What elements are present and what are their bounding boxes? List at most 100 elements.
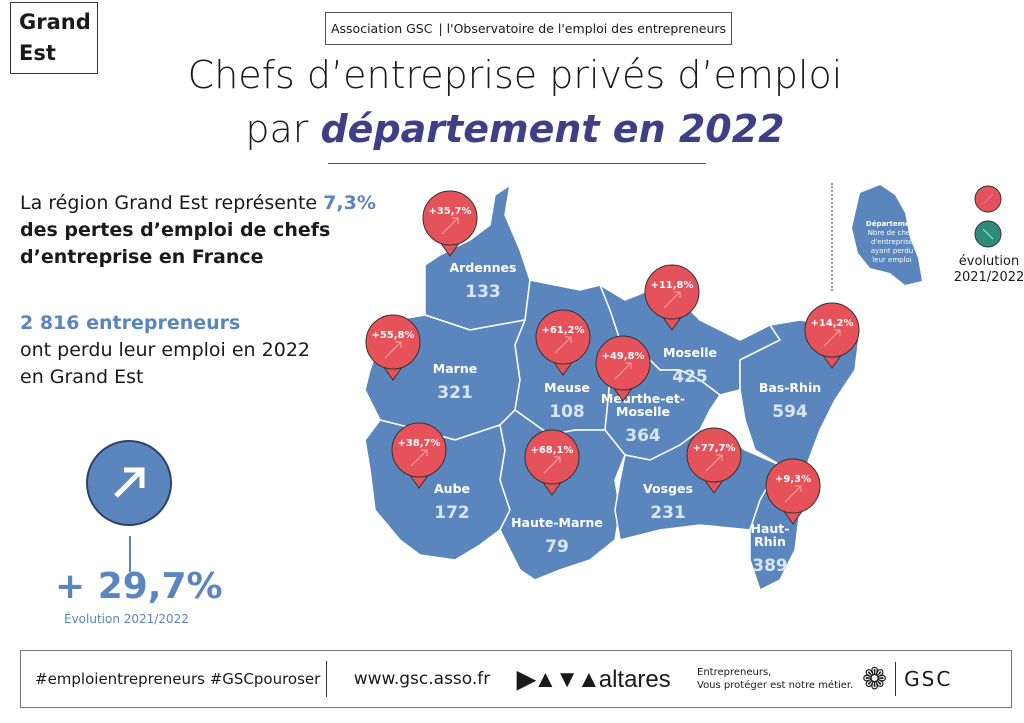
footer-url[interactable]: www.gsc.asso.fr [353,669,491,689]
arrow-up-right-icon [614,362,632,380]
total-line2: ont perdu leur emploi en 2022 [20,339,310,361]
arrow-up-right-icon [705,454,723,472]
department-value: 133 [465,282,501,302]
title-emphasis: département en 2022 [320,107,785,151]
department-value: 364 [625,426,661,446]
title-line2: par département en 2022 [120,102,910,156]
pin-circle [365,314,421,370]
pin-circle [391,422,447,478]
department-name: Rhin [754,534,786,549]
gsc-brand: GSC [904,667,953,691]
evolution-pin: +68,1% [524,429,580,496]
evolution-value: +9,3% [775,474,811,485]
evolution-pin: +35,7% [422,190,478,257]
evolution-pin: +55,8% [365,314,421,381]
evolution-value: +11,8% [650,280,693,291]
legend-up-pin-icon [974,185,1002,213]
arrow-up-right-icon [441,217,459,235]
evolution-pin: +49,8% [595,335,651,402]
legend-department-shape [852,185,922,285]
tagline-line1: Entrepreneurs, [697,667,772,678]
total-text: 2 816 entrepreneurs ont perdu leur emplo… [20,310,310,391]
pin-circle [644,264,700,320]
department-name: Marne [433,361,477,376]
department-name: Vosges [643,481,693,496]
evolution-pin: +9,3% [765,458,821,525]
region-badge: Grand Est [10,2,98,74]
pin-circle [422,190,478,246]
org-name: Association GSC [330,21,433,36]
legend-dept-title: Département [865,220,919,228]
page-title: Chefs d’entreprise privés d’emploi par d… [120,48,910,156]
department-name: Haut- [751,521,790,536]
total-highlight: 2 816 entrepreneurs [20,312,241,334]
total-line3: en Grand Est [20,366,144,388]
tagline: Entrepreneurs, Vous protéger est notre mé… [697,666,862,692]
department-value: 108 [549,402,585,422]
pin-circle [804,302,860,358]
evolution-value: +49,8% [601,351,644,362]
evolution-pin: +14,2% [804,302,860,369]
legend-evo-label: évolution [958,254,1020,269]
department-name: Ardennes [450,260,517,275]
evolution-value: +35,7% [428,206,471,217]
tagline-line2: Vous protéger est notre métier. [697,680,854,691]
department-value: 172 [434,503,470,523]
evolution-value: +55,8% [371,330,414,341]
header-box: Association GSC | l'Observatoire de l'em… [325,12,732,45]
legend-desc: d'entreprise [870,238,914,246]
department-name: Aube [434,481,470,496]
arrow-up-right-icon [823,329,841,347]
legend-evolution: évolution 2021/2022 [950,254,1024,286]
evolution-pin: +61,2% [535,309,591,376]
arrow-up-right-icon [663,291,681,309]
partner-logo: ▶▲▼▲altares [517,665,671,693]
partner-name: altares [598,665,671,693]
legend-dept-text: Département Nbre de chefs d'entreprise a… [862,220,922,265]
connector-line [129,536,131,572]
evolution-value: +68,1% [530,445,573,456]
intro-line2: des pertes d’emploi de chefs [20,219,331,241]
department-name: Bas-Rhin [759,380,821,395]
pin-circle [595,335,651,391]
title-prefix: par [245,107,321,151]
legend-down-pin-icon [974,220,1002,248]
evolution-value: +61,2% [541,325,584,336]
legend-desc: leur emploi [872,256,912,264]
footer-hashtags: #emploientrepreneurs #GSCpouroser [35,670,321,688]
pin-circle [765,458,821,514]
pin-circle [535,309,591,365]
evolution-pin: +77,7% [686,427,742,494]
title-line1: Chefs d’entreprise privés d’emploi [187,53,843,97]
arrow-up-right-icon [410,449,428,467]
evolution-label: Évolution 2021/2022 [64,612,189,626]
legend-pins [974,185,1002,248]
evolution-value: +38,7% [397,438,440,449]
department-value: 79 [545,537,569,557]
arrow-up-right-icon [543,456,561,474]
org-subtitle: | l'Observatoire de l'emploi des entrepr… [438,21,727,36]
department-name: Moselle [616,404,670,419]
legend-desc: ayant perdu [870,247,914,255]
department-value: 425 [672,367,708,387]
region-map: Ardennes 133 +35,7% Marne 321 +55,8% Meuse 108 +… [364,183,861,592]
department-name: Meuse [544,380,590,395]
arrow-up-right-icon [784,485,802,503]
department-value: 389 [752,556,788,576]
title-divider [328,163,706,164]
legend-desc: Nbre de chefs [867,229,917,237]
department-name: Haute-Marne [511,515,603,530]
legend-divider [831,183,833,291]
department-value: 321 [437,383,473,403]
department-name: Moselle [663,345,717,360]
intro-line3: d’entreprise en France [20,246,264,268]
footer: #emploientrepreneurs #GSCpouroser www.gs… [20,650,1012,708]
intro-text: La région Grand Est représente 7,3% des … [20,190,376,271]
evolution-value: + 29,7% [55,566,223,607]
department-value: 231 [650,503,686,523]
evolution-pin: +38,7% [391,422,447,489]
legend-evo-years: 2021/2022 [953,270,1024,285]
evolution-pin: +11,8% [644,264,700,331]
department-value: 594 [772,402,808,422]
arrow-up-right-icon [86,440,172,526]
